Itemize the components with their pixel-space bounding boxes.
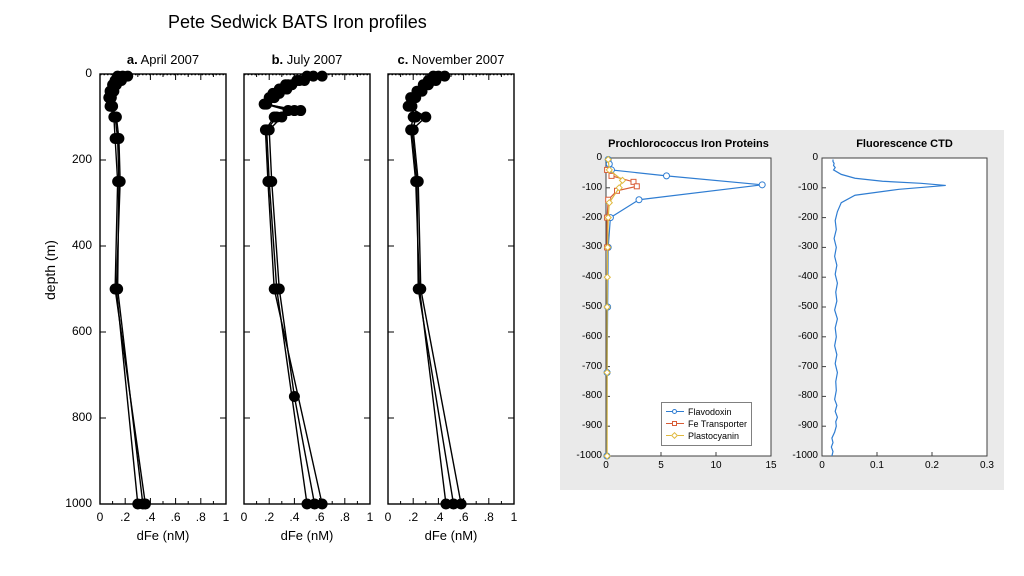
rytick-label: -200 [570,212,602,223]
legend: FlavodoxinFe TransporterPlastocyanin [661,402,752,446]
ytick-label: 600 [52,324,92,338]
rytick-label: 0 [570,152,602,163]
xtick-label: 1 [511,510,518,524]
rytick-label: -400 [570,271,602,282]
xtick-label: .8 [484,510,494,524]
rytick-label: -1000 [786,450,818,461]
xtick-label: 1 [367,510,374,524]
xtick-label: 0 [385,510,392,524]
ytick-label: 200 [52,152,92,166]
rytick-label: -800 [570,390,602,401]
panel-title-c: c. November 2007 [388,52,514,67]
xtick-label: .8 [340,510,350,524]
xtick-label: 1 [223,510,230,524]
right-figure-svg [560,130,1004,490]
legend-label: Flavodoxin [688,406,732,418]
legend-item: Plastocyanin [666,430,747,442]
ytick-label: 800 [52,410,92,424]
left-figure: depth (m) 02004006008001000a. April 2007… [40,50,530,570]
right-panel-title-0: Prochlorococcus Iron Proteins [606,138,771,150]
xtick-label: .4 [289,510,299,524]
xtick-label: .6 [171,510,181,524]
rytick-label: -1000 [570,450,602,461]
right-figure: FlavodoxinFe TransporterPlastocyanin Pro… [560,130,1004,490]
xtick-label: 0 [97,510,104,524]
xtick-label: .8 [196,510,206,524]
rytick-label: -300 [570,241,602,252]
xtick-label: .4 [145,510,155,524]
ytick-label: 1000 [52,496,92,510]
rytick-label: -100 [570,182,602,193]
panel-title-b: b. July 2007 [244,52,370,67]
rxtick-label: 0.3 [980,460,994,471]
rxtick-label: 0 [819,460,825,471]
ytick-label: 0 [52,66,92,80]
rytick-label: -800 [786,390,818,401]
x-axis-label-2: dFe (nM) [425,528,478,543]
rytick-label: -900 [786,420,818,431]
rytick-label: -500 [786,301,818,312]
rxtick-label: 0.2 [925,460,939,471]
rxtick-label: 0 [603,460,609,471]
ytick-label: 400 [52,238,92,252]
panel-title-a: a. April 2007 [100,52,226,67]
x-axis-label-0: dFe (nM) [137,528,190,543]
xtick-label: .2 [120,510,130,524]
rytick-label: -200 [786,212,818,223]
x-axis-label-1: dFe (nM) [281,528,334,543]
rxtick-label: 15 [765,460,776,471]
rxtick-label: 5 [658,460,664,471]
xtick-label: .6 [459,510,469,524]
page-root: Pete Sedwick BATS Iron profiles depth (m… [0,0,1024,576]
rytick-label: -600 [786,331,818,342]
rytick-label: -300 [786,241,818,252]
rytick-label: -500 [570,301,602,312]
legend-swatch-icon [666,432,684,440]
legend-label: Plastocyanin [688,430,739,442]
xtick-label: .2 [408,510,418,524]
xtick-label: .2 [264,510,274,524]
rytick-label: -700 [570,361,602,372]
rxtick-label: 10 [710,460,721,471]
legend-label: Fe Transporter [688,418,747,430]
xtick-label: 0 [241,510,248,524]
legend-swatch-icon [666,420,684,428]
legend-item: Fe Transporter [666,418,747,430]
xtick-label: .4 [433,510,443,524]
page-title: Pete Sedwick BATS Iron profiles [168,12,427,33]
rxtick-label: 0.1 [870,460,884,471]
left-figure-svg [40,50,530,570]
rytick-label: -600 [570,331,602,342]
rytick-label: -400 [786,271,818,282]
xtick-label: .6 [315,510,325,524]
rytick-label: 0 [786,152,818,163]
right-panel-title-1: Fluorescence CTD [822,138,987,150]
rytick-label: -700 [786,361,818,372]
rytick-label: -100 [786,182,818,193]
rytick-label: -900 [570,420,602,431]
legend-item: Flavodoxin [666,406,747,418]
legend-swatch-icon [666,408,684,416]
